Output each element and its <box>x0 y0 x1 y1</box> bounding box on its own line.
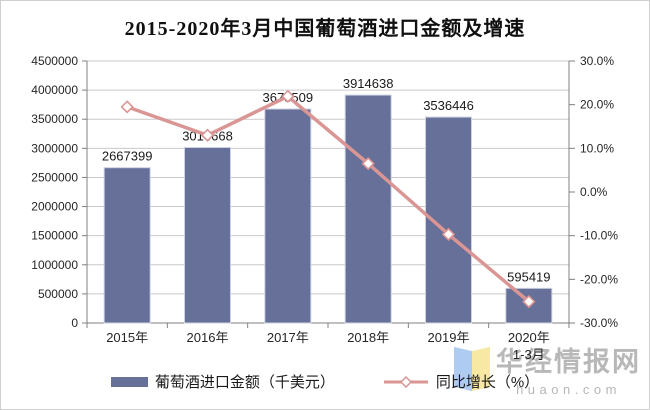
growth-marker <box>522 294 536 309</box>
left-axis-label: 4000000 <box>31 83 78 97</box>
watermark-url: huaon.com <box>516 382 621 397</box>
bar-value-label: 3914638 <box>343 76 394 91</box>
left-axis-label: 1000000 <box>31 258 78 272</box>
right-axis-label: 30.0% <box>580 54 614 68</box>
right-axis-label: -10.0% <box>580 229 618 243</box>
chart-title: 2015-2020年3月中国葡萄酒进口金额及增速 <box>124 18 526 40</box>
legend-line-label: 同比增长（%） <box>435 374 540 391</box>
legend-bar-label: 葡萄酒进口金额（千美元） <box>154 374 335 391</box>
x-axis-category-label: 2018年 <box>347 330 389 345</box>
growth-marker <box>441 227 456 241</box>
left-axis-label: 500000 <box>38 287 78 301</box>
bar-2016年 <box>184 146 231 324</box>
legend-line-swatch <box>383 375 428 388</box>
right-axis-label: 20.0% <box>580 98 614 112</box>
right-axis-label: -20.0% <box>580 272 618 286</box>
x-axis-category-label: 2017年 <box>267 330 309 345</box>
bar-value-label: 595419 <box>507 269 550 284</box>
left-axis-label: 4500000 <box>31 54 78 68</box>
x-axis-category-label: 2015年 <box>106 330 148 345</box>
left-axis-label: 3500000 <box>31 112 78 126</box>
right-axis-label: 10.0% <box>580 141 614 155</box>
right-axis-label: -30.0% <box>580 316 618 330</box>
bar-2017年 <box>264 108 312 324</box>
growth-marker <box>281 89 295 104</box>
x-axis-category-label: 2020年 1-3月 <box>508 330 550 362</box>
growth-line <box>125 94 531 304</box>
legend-bar-swatch <box>110 376 148 387</box>
growth-marker <box>120 100 134 114</box>
legend-item-growth: 同比增长（%） <box>383 371 539 392</box>
bar-value-label: 2667399 <box>102 149 153 164</box>
left-axis-label: 2500000 <box>31 170 78 184</box>
bar-value-label: 3536446 <box>423 98 474 113</box>
watermark-text: 华经情报网 huaon.com <box>496 340 641 397</box>
watermark: 华经情报网 huaon.com <box>454 340 641 397</box>
right-axis-label: 0.0% <box>580 185 608 199</box>
growth-marker <box>361 156 375 171</box>
left-axis-label: 3000000 <box>31 141 78 155</box>
left-axis-label: 2000000 <box>31 200 78 214</box>
left-axis-label: 1500000 <box>31 229 78 243</box>
x-axis-category-label: 2019年 <box>428 330 470 345</box>
x-axis-category-label: 2016年 <box>187 330 229 345</box>
bar-2015年 <box>103 167 151 324</box>
bar-2018年 <box>344 94 392 324</box>
legend: 葡萄酒进口金额（千美元） 同比增长（%） <box>1 371 649 392</box>
left-axis-label: 0 <box>71 316 78 330</box>
watermark-name: 华经情报网 <box>496 347 641 377</box>
legend-item-import-amount: 葡萄酒进口金额（千美元） <box>110 371 335 392</box>
growth-marker <box>200 128 215 142</box>
